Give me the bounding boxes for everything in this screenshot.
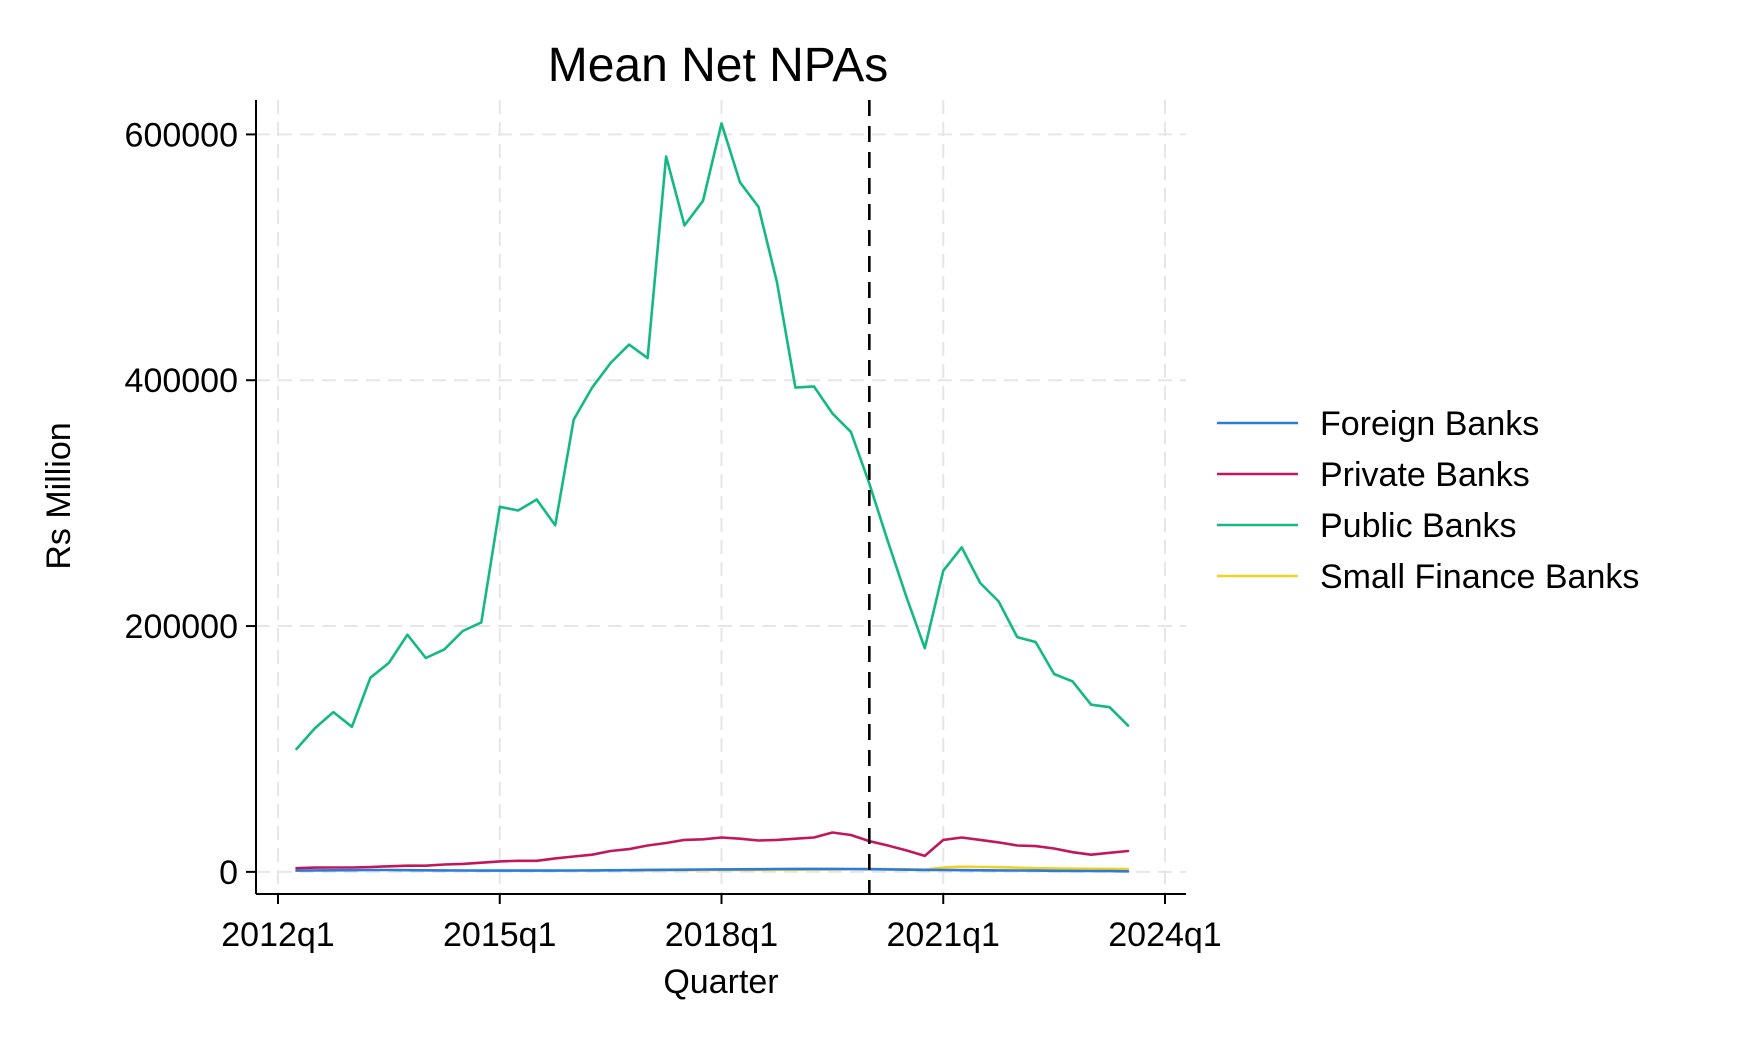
series-line-public-banks	[295, 122, 1130, 751]
legend-label: Foreign Banks	[1320, 405, 1539, 443]
y-axis-title: Rs Million	[40, 422, 78, 569]
x-tick-label: 2021q1	[887, 916, 1000, 954]
legend-label: Small Finance Banks	[1320, 558, 1639, 596]
y-tick-label: 400000	[125, 362, 238, 400]
y-tick-label: 0	[219, 854, 238, 892]
chart-title: Mean Net NPAs	[548, 39, 889, 92]
x-tick-label: 2012q1	[221, 916, 334, 954]
x-tick-label: 2015q1	[443, 916, 556, 954]
series-layer	[295, 100, 1130, 894]
axes-layer: 2012q1 2015q1 2018q1 2021q1 2024q1 0 200000 400…	[125, 100, 1222, 954]
x-axis-title: Quarter	[663, 963, 778, 1001]
x-tick-label: 2024q1	[1108, 916, 1221, 954]
legend: Foreign Banks Private Banks Public Banks Sm…	[1217, 405, 1639, 596]
series-line-foreign-banks	[295, 867, 1130, 873]
grid-layer	[256, 100, 1186, 894]
legend-label: Public Banks	[1320, 507, 1517, 545]
y-tick-label: 600000	[125, 116, 238, 154]
legend-label: Private Banks	[1320, 456, 1530, 494]
x-tick-label: 2018q1	[665, 916, 778, 954]
series-line-private-banks	[295, 831, 1130, 870]
y-tick-label: 200000	[125, 608, 238, 646]
